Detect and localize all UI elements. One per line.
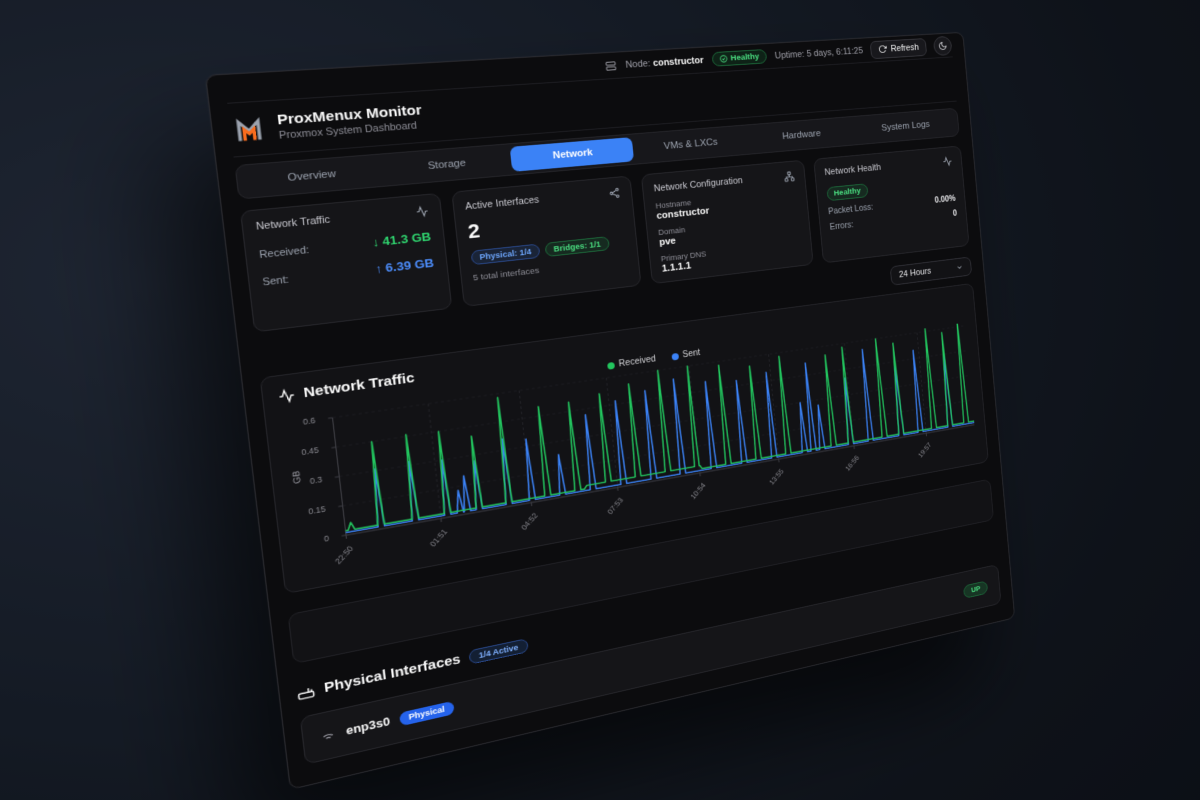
time-range-select[interactable]: 24 Hours — [889, 256, 973, 286]
active-interfaces-card: Active Interfaces 2 Physical: 1/4 Bridge… — [450, 175, 642, 308]
tab-vms-lxcs[interactable]: VMs & LXCs — [663, 137, 719, 152]
interface-status-badge: UP — [963, 580, 989, 599]
x-tick-label: 10:54 — [688, 481, 708, 501]
sent-label: Sent: — [261, 274, 290, 289]
moon-icon — [938, 40, 948, 50]
server-icon — [605, 60, 617, 71]
card-title: Network Traffic — [255, 214, 331, 233]
theme-toggle-button[interactable] — [932, 35, 953, 56]
network-configuration-card: Network Configuration Hostname construct… — [640, 159, 814, 285]
y-tick-label: 0.3 — [309, 474, 323, 486]
x-tick-label: 13:55 — [767, 467, 786, 487]
sent-value: ↑ 6.39 GB — [374, 255, 435, 276]
physical-count-badge: Physical: 1/4 — [470, 243, 541, 266]
errors-value: 0 — [952, 209, 958, 219]
interface-type-badge: Physical — [399, 700, 455, 726]
tab-hardware[interactable]: Hardware — [781, 128, 822, 142]
errors-label: Errors: — [829, 220, 854, 233]
x-tick-label: 22:50 — [332, 544, 355, 566]
card-title: Network Configuration — [653, 175, 744, 195]
packet-loss-label: Packet Loss: — [827, 203, 874, 217]
received-label: Received: — [258, 244, 310, 261]
tab-system-logs[interactable]: System Logs — [880, 119, 931, 134]
packet-loss-value: 0.00% — [934, 194, 957, 206]
tab-overview[interactable]: Overview — [287, 168, 337, 184]
node-name: constructor — [652, 54, 705, 69]
y-tick-label: 0.6 — [302, 415, 316, 427]
activity-icon — [942, 156, 953, 167]
activity-icon — [277, 387, 296, 404]
network-nodes-icon — [608, 187, 621, 199]
chevron-down-icon — [956, 263, 964, 272]
proxmenux-logo — [228, 111, 269, 146]
header-text: ProxMenux Monitor Proxmox System Dashboa… — [276, 102, 424, 141]
topology-icon — [783, 171, 795, 183]
card-title: Active Interfaces — [464, 194, 540, 213]
x-tick-label: 01:51 — [427, 527, 450, 549]
health-badge: Healthy — [711, 49, 768, 67]
active-count-badge: 1/4 Active — [468, 637, 529, 665]
network-health-card: Network Health Healthy Packet Loss: 0.00%… — [812, 145, 970, 264]
refresh-icon — [878, 44, 887, 53]
health-status-badge: Healthy — [826, 183, 869, 202]
x-tick-label: 04:52 — [518, 511, 540, 532]
refresh-button[interactable]: Refresh — [869, 37, 928, 59]
y-tick-label: 0.45 — [300, 445, 320, 458]
received-value: ↓ 41.3 GB — [371, 229, 432, 250]
dashboard-window: Node: constructor Healthy Uptime: 5 days… — [205, 32, 1016, 791]
uptime-text: Uptime: 5 days, 6:11:25 — [774, 45, 864, 61]
check-circle-icon — [719, 55, 727, 63]
interface-name: enp3s0 — [345, 715, 391, 738]
legend-dot-received — [606, 361, 615, 370]
x-tick-label: 16:56 — [843, 453, 861, 473]
card-title: Network Health — [824, 162, 882, 178]
y-tick-label: 0.15 — [307, 504, 327, 517]
network-traffic-chart-card: Network Traffic Received Sent GB 0 0.15 0.… — [259, 282, 989, 595]
tab-storage[interactable]: Storage — [427, 157, 467, 172]
wifi-icon — [320, 727, 337, 744]
tab-network[interactable]: Network — [509, 137, 635, 172]
bridges-count-badge: Bridges: 1/1 — [544, 236, 610, 258]
legend-dot-sent — [671, 352, 679, 361]
router-icon — [296, 682, 316, 701]
activity-icon — [415, 205, 429, 218]
y-tick-label: 0 — [323, 533, 330, 544]
x-tick-label: 19:57 — [916, 440, 933, 460]
network-traffic-card: Network Traffic Received: ↓ 41.3 GB Sent:… — [239, 192, 452, 333]
legend-sent: Sent — [671, 348, 701, 361]
node-label: Node: constructor — [625, 54, 705, 70]
x-tick-label: 07:53 — [605, 495, 626, 516]
